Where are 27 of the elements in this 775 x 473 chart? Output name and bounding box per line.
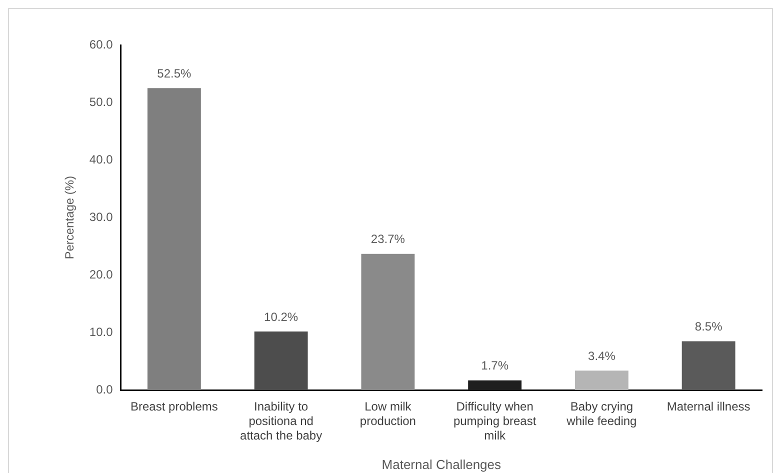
y-tick-label: 60.0	[89, 37, 114, 52]
y-tick-label: 50.0	[89, 94, 114, 109]
bar	[682, 341, 736, 390]
data-label: 1.7%	[481, 358, 509, 373]
x-tick-label: Breast problems	[130, 400, 218, 414]
bar	[468, 380, 522, 390]
data-label: 3.4%	[588, 348, 616, 363]
x-tick-label: Maternal illness	[666, 400, 750, 414]
bar	[254, 332, 308, 390]
data-label: 52.5%	[157, 66, 192, 80]
y-tick-label: 40.0	[89, 152, 114, 166]
y-axis-title: Percentage (%)	[62, 176, 77, 260]
bar	[574, 370, 628, 390]
y-tick-label: 0.0	[96, 382, 114, 397]
y-tick-label: 30.0	[89, 210, 114, 224]
x-axis-title: Maternal Challenges	[382, 456, 502, 472]
data-label: 8.5%	[694, 320, 723, 334]
y-tick-label: 10.0	[89, 324, 114, 339]
bar	[147, 88, 201, 390]
data-label: 10.2%	[264, 310, 298, 324]
x-tick-label: Baby crying while feeding	[566, 400, 637, 428]
x-tick-label: Difficulty when pumping breast milk	[453, 400, 537, 443]
y-tick-label: 20.0	[89, 267, 114, 282]
bar	[361, 254, 415, 390]
x-tick-label: Low milk production	[360, 400, 416, 428]
data-label: 23.7%	[370, 232, 406, 246]
x-tick-label: Inability to positiona nd attach the baby	[240, 400, 322, 443]
